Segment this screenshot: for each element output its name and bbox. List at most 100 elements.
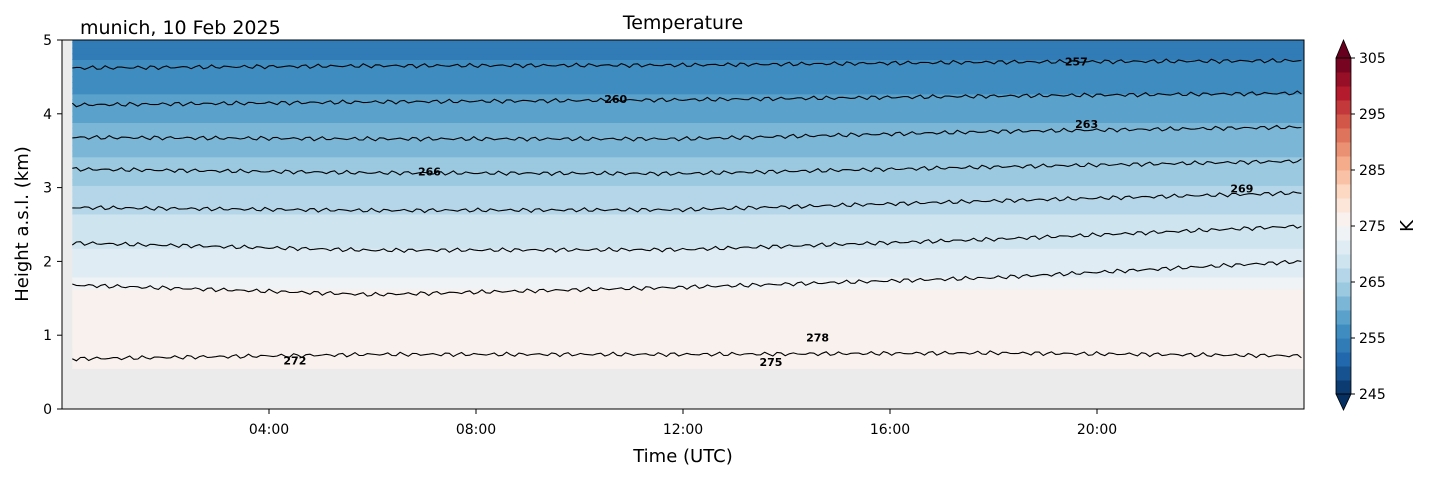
y-tick-label: 5 (43, 33, 52, 49)
y-tick-label: 0 (43, 402, 52, 418)
chart-subtitle: munich, 10 Feb 2025 (80, 17, 281, 39)
contour-label: 272 (283, 354, 306, 367)
colorbar-swatch (1336, 212, 1351, 227)
x-tick-label: 12:00 (663, 422, 703, 438)
colorbar-tick-label: 295 (1359, 107, 1386, 123)
y-tick-label: 1 (43, 328, 52, 344)
colorbar-swatch (1336, 198, 1351, 213)
field-band (72, 173, 1304, 181)
colorbar-swatch (1336, 114, 1351, 129)
contour-label: 260 (604, 93, 627, 106)
contour-label-text: 275 (759, 356, 782, 369)
colorbar-tick-label: 245 (1359, 387, 1386, 403)
contour-label: 263 (1075, 118, 1098, 131)
contour-line (71, 224, 1302, 253)
field-band (72, 276, 1304, 284)
colorbar-swatch (1336, 240, 1351, 255)
field-band (72, 64, 1304, 72)
colorbar-swatch (1336, 170, 1351, 185)
field-band (72, 139, 1304, 146)
warm-layer (72, 289, 1304, 349)
field-band (72, 247, 1304, 255)
x-tick-label: 16:00 (870, 422, 910, 438)
y-tick-label: 3 (43, 181, 52, 197)
field-band (72, 264, 1304, 272)
contour-label-text: 263 (1075, 118, 1098, 131)
colorbar-tick-label: 265 (1359, 275, 1386, 291)
field-band (72, 196, 1304, 204)
field-band (72, 40, 1304, 43)
colorbar-swatch (1336, 142, 1351, 157)
field-band (72, 253, 1304, 261)
field-band (72, 76, 1304, 83)
colorbar-swatch (1336, 282, 1351, 297)
colorbar-swatch (1336, 324, 1351, 339)
field-band (72, 184, 1304, 192)
contour-line (71, 90, 1302, 108)
field-band (72, 259, 1304, 266)
field-band (72, 270, 1304, 278)
contour-label: 257 (1065, 55, 1088, 68)
contour-line (72, 124, 1302, 142)
y-tick-label: 4 (43, 107, 52, 123)
x-tick-label: 04:00 (249, 422, 289, 438)
field-band (72, 242, 1304, 249)
contour-lines (71, 58, 1302, 362)
contour-label-text: 266 (418, 165, 441, 178)
warm-layer-band (72, 289, 1304, 349)
contour-line (72, 58, 1302, 71)
field-band (72, 156, 1304, 164)
colorbar-tick-label: 305 (1359, 51, 1386, 67)
colorbar-tick-label: 255 (1359, 331, 1386, 347)
chart-title: Temperature (622, 12, 743, 34)
field-band (72, 110, 1304, 118)
contour-line (72, 259, 1302, 297)
field-band (72, 59, 1304, 66)
colorbar-swatch (1336, 86, 1351, 101)
field-band (72, 150, 1304, 158)
contour-label-text: 278 (806, 331, 829, 344)
field-band (72, 81, 1304, 89)
colorbar-swatch (1336, 254, 1351, 269)
colorbar-tick-label: 285 (1359, 163, 1386, 179)
colorbar-swatch (1336, 58, 1351, 73)
field-band (72, 202, 1304, 209)
field-band (72, 190, 1304, 198)
field-band (72, 230, 1304, 238)
field-band (72, 213, 1304, 221)
field-band (72, 116, 1304, 123)
contour-label: 275 (759, 356, 782, 369)
field-band (72, 104, 1304, 112)
contour-label: 278 (806, 331, 829, 344)
field-band (72, 356, 1304, 364)
colorbar-swatch (1336, 184, 1351, 199)
colorbar-extend-min (1335, 393, 1352, 411)
field-band (72, 87, 1304, 95)
field-band (72, 127, 1304, 135)
colorbar-ticks: 245 255 265 275 285 295 305 (1351, 51, 1386, 403)
contour-label: 269 (1230, 182, 1253, 195)
contour-labels: 257 260 263 266 269 272 275 278 (283, 55, 1253, 368)
field-band (72, 121, 1304, 129)
field-band (72, 362, 1304, 369)
field-band (72, 133, 1304, 141)
field-band (72, 207, 1304, 215)
field-band (72, 41, 1304, 49)
y-axis-title: Height a.s.l. (km) (12, 146, 33, 302)
contour-label-text: 257 (1065, 55, 1088, 68)
field-band (72, 47, 1304, 55)
field-band (72, 219, 1304, 226)
contour-line (72, 190, 1302, 214)
contour-label: 266 (418, 165, 441, 178)
field-band (72, 167, 1304, 175)
contour-label-text: 269 (1230, 182, 1253, 195)
field-band (72, 224, 1304, 232)
colorbar (1335, 38, 1352, 411)
colorbar-swatch (1336, 128, 1351, 143)
colorbar-swatch (1336, 338, 1351, 353)
x-tick-label: 08:00 (456, 422, 496, 438)
contour-line (72, 350, 1302, 362)
plot-area: 257 260 263 266 269 272 275 278 (62, 40, 1304, 409)
field-band (72, 144, 1304, 152)
field-band (72, 70, 1304, 78)
